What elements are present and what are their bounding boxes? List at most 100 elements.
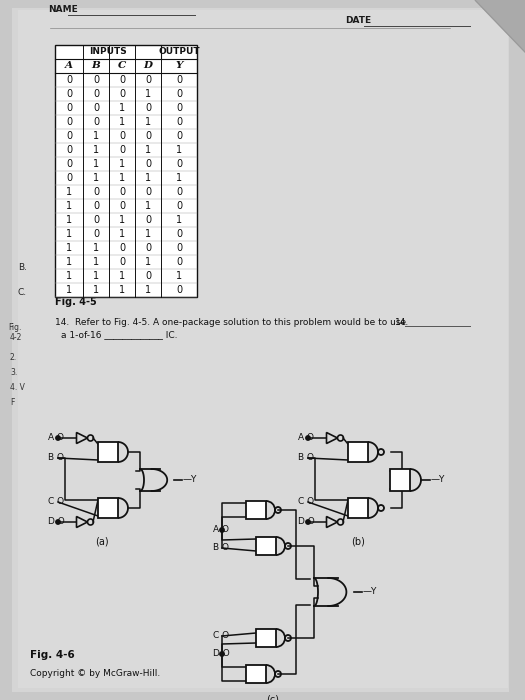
Text: 0: 0 [176,229,182,239]
Bar [98,498,118,518]
Text: 1: 1 [119,229,125,239]
Text: 0: 0 [176,187,182,197]
Text: 1: 1 [145,257,151,267]
Text: 0: 0 [66,89,72,99]
Bar [256,537,276,555]
Bar [348,442,368,462]
Text: 14.  Refer to Fig. 4-5. A one-package solution to this problem would be to use: 14. Refer to Fig. 4-5. A one-package sol… [55,318,406,327]
Text: Fig. 4-5: Fig. 4-5 [55,297,97,307]
Text: 0: 0 [176,131,182,141]
Text: (a): (a) [95,537,109,547]
Text: A O: A O [48,433,64,442]
Text: 0: 0 [119,89,125,99]
Text: 0: 0 [119,257,125,267]
Text: 0: 0 [176,201,182,211]
Text: 0: 0 [119,145,125,155]
Text: 1: 1 [93,271,99,281]
Bar [348,498,368,518]
Text: 1: 1 [176,215,182,225]
Text: 0: 0 [145,187,151,197]
Text: Copyright © by McGraw-Hill.: Copyright © by McGraw-Hill. [30,669,160,678]
Text: 0: 0 [66,103,72,113]
Text: 1: 1 [93,173,99,183]
Text: INPUTS: INPUTS [89,48,127,57]
Text: 1: 1 [176,271,182,281]
Circle shape [220,528,224,532]
Text: 0: 0 [93,103,99,113]
Text: 1: 1 [66,229,72,239]
Text: 1: 1 [119,215,125,225]
Text: Fig.: Fig. [8,323,22,332]
Text: 1: 1 [119,117,125,127]
Text: 0: 0 [176,75,182,85]
Text: 1: 1 [145,89,151,99]
Text: 1: 1 [145,285,151,295]
Text: 0: 0 [176,285,182,295]
Text: 1: 1 [66,243,72,253]
Text: 1: 1 [119,285,125,295]
Text: 0: 0 [93,215,99,225]
Text: 0: 0 [145,103,151,113]
Text: D O: D O [48,517,65,526]
Text: 1: 1 [66,215,72,225]
Bar [390,469,410,491]
Text: 4-2: 4-2 [10,333,23,342]
Text: 1: 1 [66,271,72,281]
Text: 1: 1 [145,229,151,239]
Circle shape [306,436,310,440]
Text: 0: 0 [176,103,182,113]
Text: 1: 1 [176,145,182,155]
Text: A O: A O [298,433,314,442]
Text: 0: 0 [66,75,72,85]
Text: 0: 0 [176,89,182,99]
Text: 0: 0 [66,145,72,155]
Text: 0: 0 [66,131,72,141]
Text: Y: Y [175,62,183,71]
Text: 1: 1 [176,173,182,183]
Text: 1: 1 [119,103,125,113]
Text: 1: 1 [66,257,72,267]
Circle shape [56,436,60,440]
Text: 0: 0 [176,243,182,253]
Text: 1: 1 [93,257,99,267]
Text: —Y: —Y [431,475,445,484]
Text: 1: 1 [93,285,99,295]
Text: Fig. 4-6: Fig. 4-6 [30,650,75,660]
Bar [246,665,266,683]
Text: (c): (c) [267,694,279,700]
Text: 0: 0 [119,201,125,211]
Text: C O: C O [298,498,314,507]
Text: 14.: 14. [395,318,410,327]
Text: B O: B O [298,454,314,463]
Text: 1: 1 [145,145,151,155]
Text: 0: 0 [176,159,182,169]
Text: B: B [92,62,100,71]
Text: 0: 0 [66,117,72,127]
Text: D: D [143,62,152,71]
Text: 1: 1 [145,201,151,211]
Text: C O: C O [48,498,64,507]
Text: F: F [10,398,14,407]
Text: 0: 0 [176,117,182,127]
Text: 1: 1 [93,131,99,141]
Text: 0: 0 [145,75,151,85]
Text: 0: 0 [145,243,151,253]
Text: 0: 0 [119,243,125,253]
Text: 1: 1 [66,201,72,211]
Bar [246,501,266,519]
Text: 0: 0 [145,271,151,281]
Text: 0: 0 [66,159,72,169]
Text: 0: 0 [119,75,125,85]
Text: C.: C. [18,288,27,297]
Text: 0: 0 [145,131,151,141]
Text: 0: 0 [93,187,99,197]
Text: OUTPUT: OUTPUT [158,48,200,57]
Text: 3.: 3. [10,368,17,377]
Text: 0: 0 [93,89,99,99]
Text: 0: 0 [66,173,72,183]
Text: D O: D O [213,650,230,659]
Text: B O: B O [213,543,229,552]
Text: C: C [118,62,126,71]
Polygon shape [475,0,525,52]
Text: B O: B O [48,454,64,463]
